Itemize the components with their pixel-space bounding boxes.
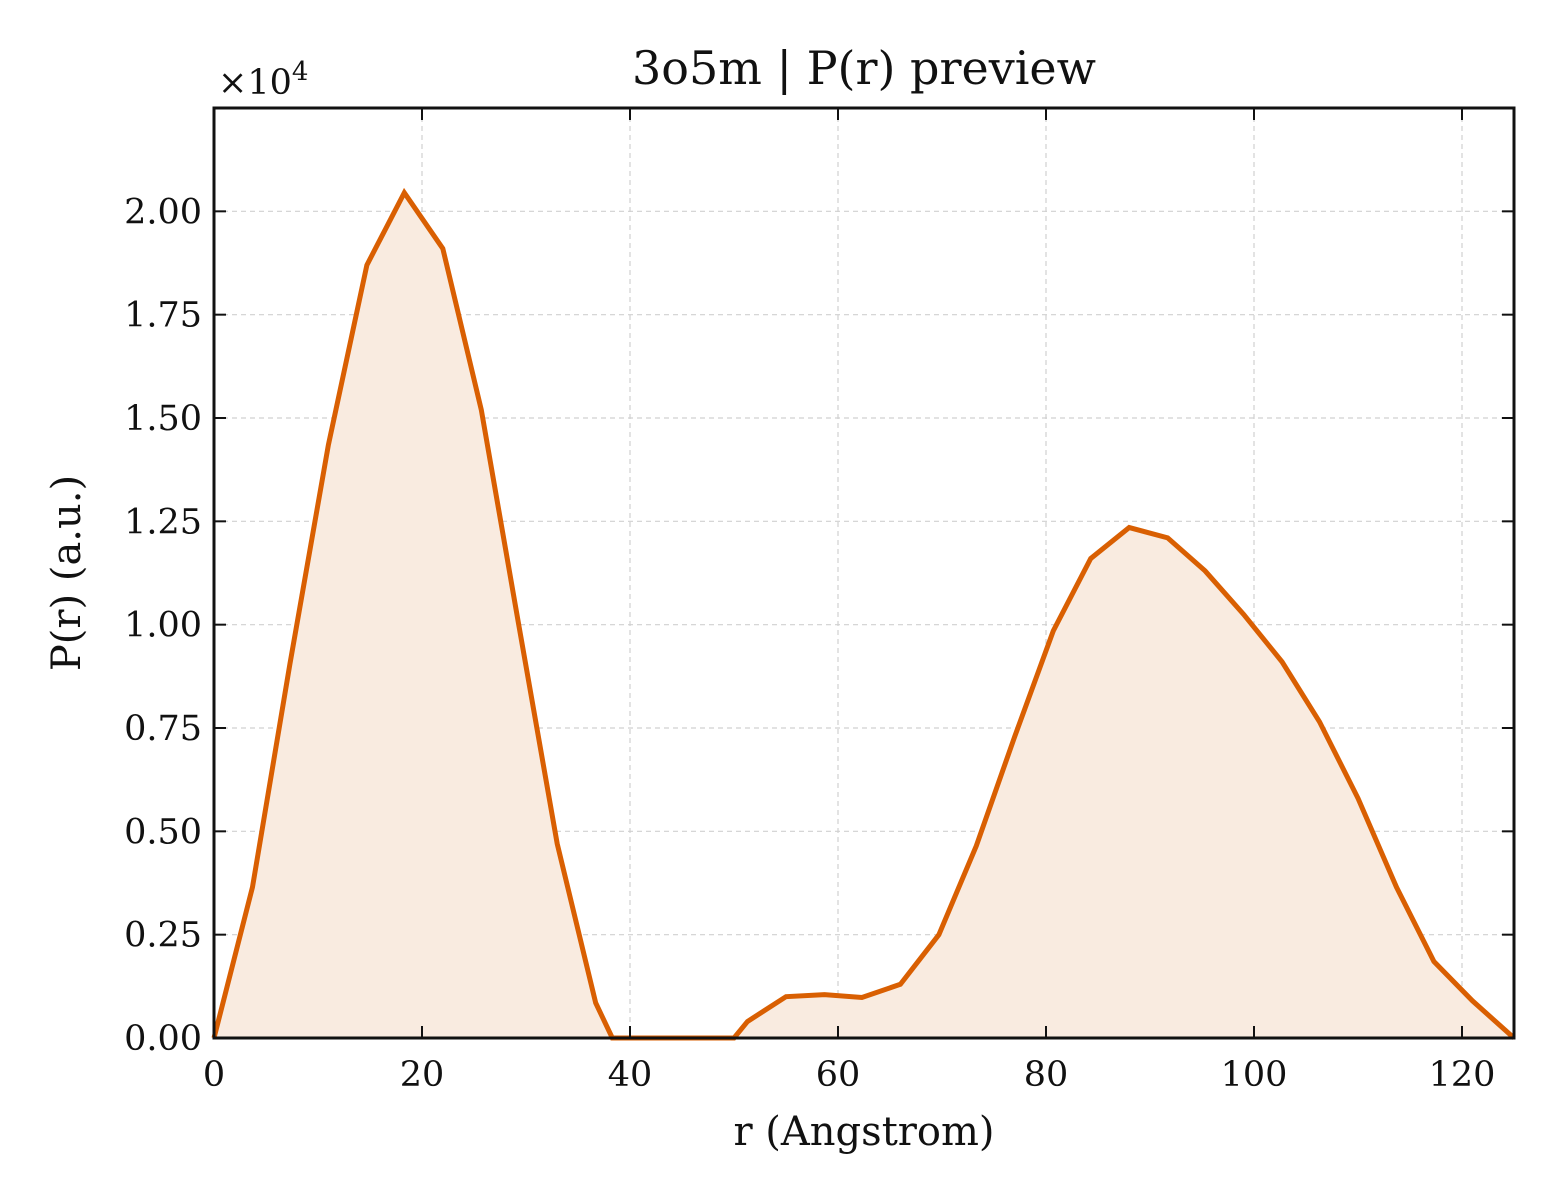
plot-area (211, 187, 1516, 1041)
ticks: 0 20 40 60 80 100 120 0.00 0.25 0.50 0.75 1.00 1.25 1… (124, 108, 1514, 1095)
x-tick-label-3: 60 (816, 1055, 861, 1095)
chart-title: 3o5m | P(r) preview (632, 41, 1096, 95)
y-tick-label-5: 1.25 (124, 502, 202, 542)
plot-frame (212, 106, 1516, 1040)
y-multiplier-exponent: 4 (292, 57, 309, 87)
x-axis-label: r (Angstrom) (733, 1109, 994, 1155)
y-tick-label-4: 1.00 (124, 606, 202, 646)
y-tick-label-0: 0.00 (124, 1019, 202, 1059)
x-tick-label-5: 100 (1221, 1055, 1288, 1095)
y-tick-label-8: 2.00 (124, 192, 202, 232)
x-tick-label-6: 120 (1429, 1055, 1496, 1095)
y-tick-label-2: 0.50 (124, 812, 202, 852)
series-fill-0 (214, 192, 1514, 1038)
x-tick-label-0: 0 (203, 1055, 225, 1095)
series-line-0 (211, 187, 1516, 1041)
y-multiplier-base: ×10 (218, 63, 292, 103)
y-tick-label-6: 1.50 (124, 399, 202, 439)
y-tick-label-1: 0.25 (124, 916, 202, 956)
y-tick-label-3: 0.75 (124, 709, 202, 749)
y-axis-label: P(r) (a.u.) (44, 475, 90, 671)
x-tick-label-1: 20 (400, 1055, 445, 1095)
x-tick-label-2: 40 (608, 1055, 653, 1095)
x-tick-label-4: 80 (1024, 1055, 1069, 1095)
y-tick-label-7: 1.75 (124, 296, 202, 336)
y-multiplier: ×104 (218, 57, 308, 103)
